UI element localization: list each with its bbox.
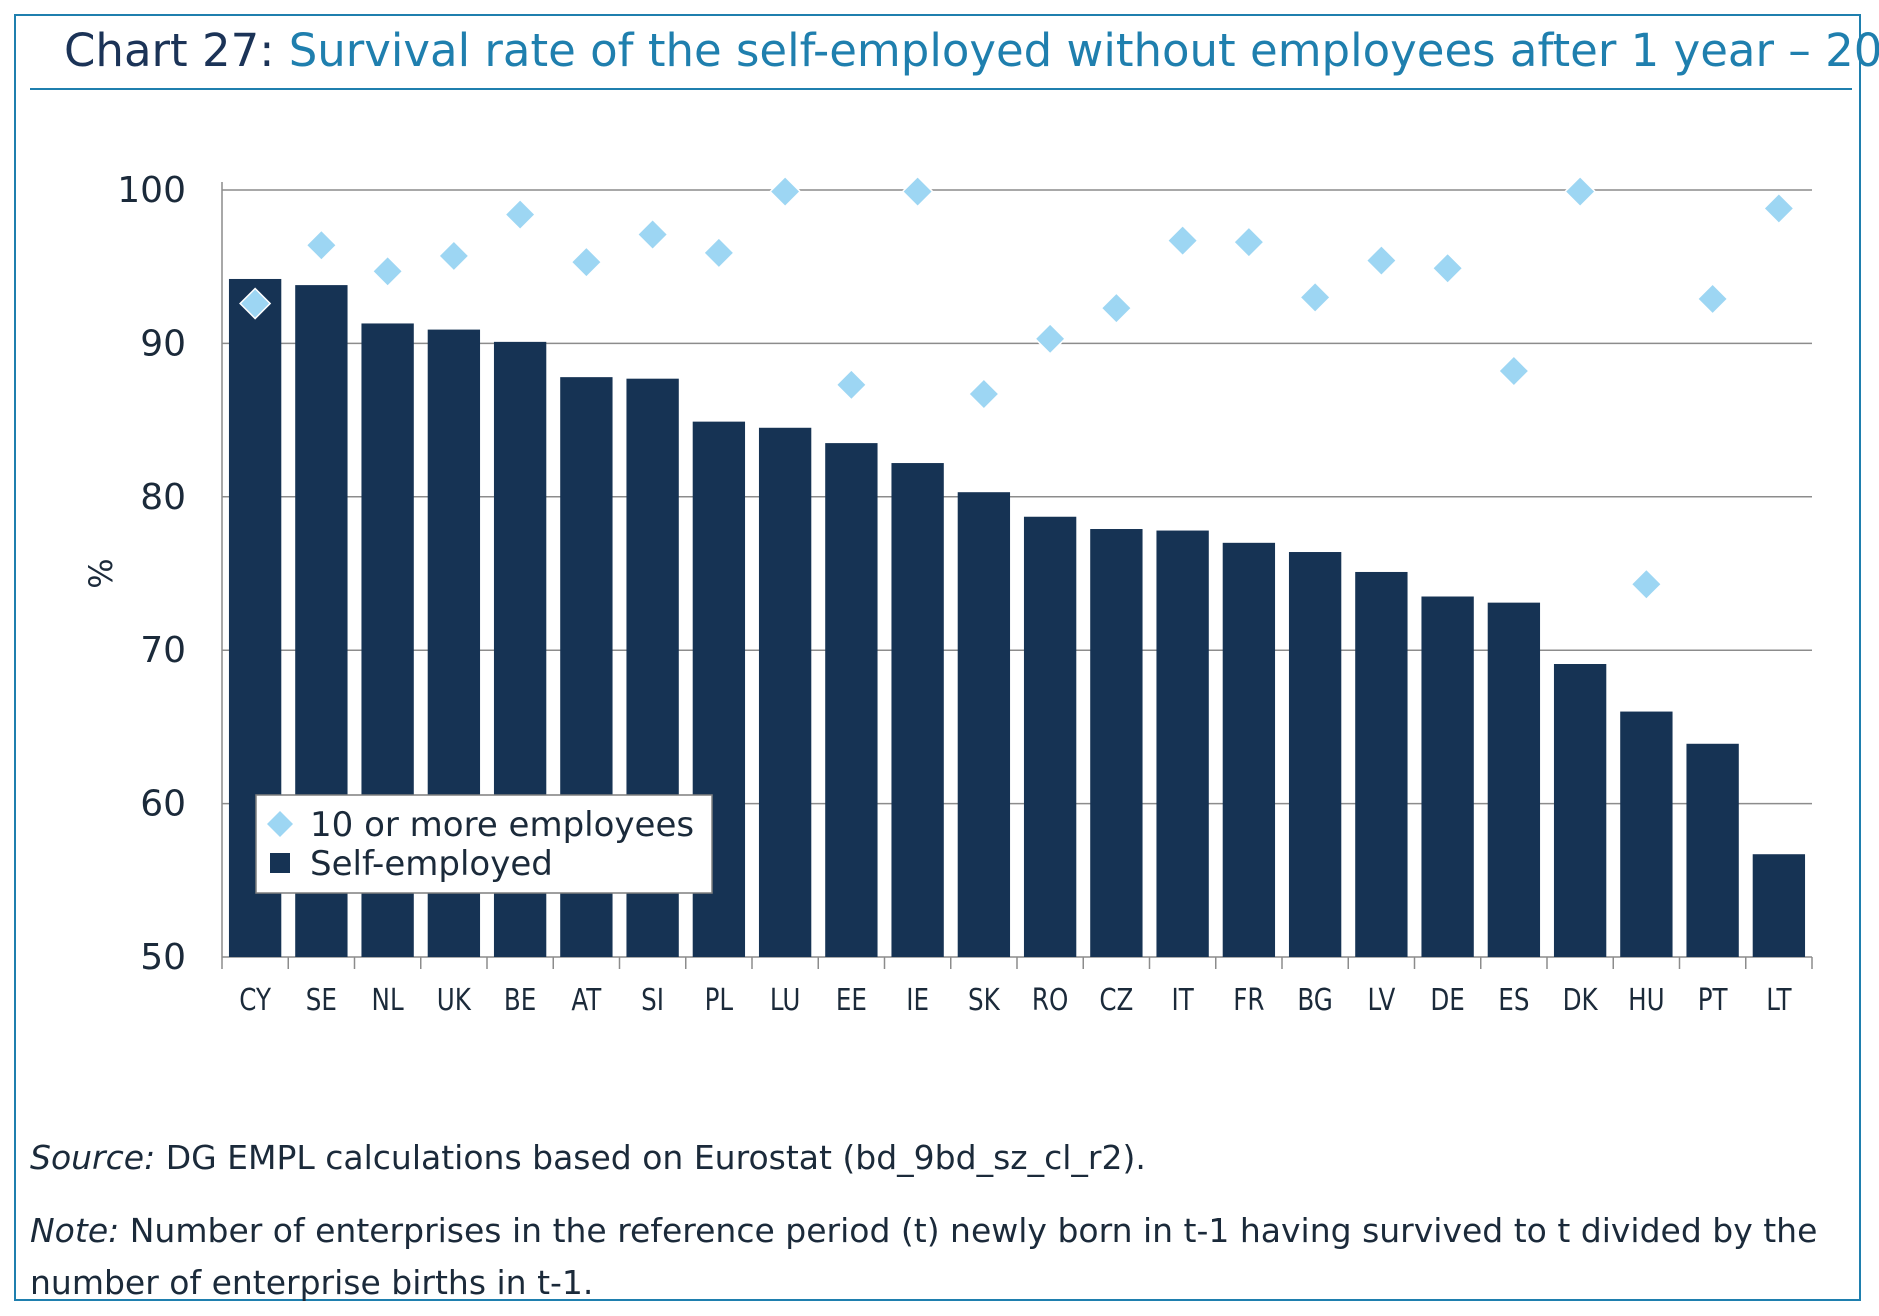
diamond-be [504,198,537,231]
x-tick-label: RO [1032,984,1068,1018]
bar-fr [1222,542,1276,957]
y-tick-label: 50 [140,937,186,978]
legend-box [255,794,713,894]
diamond-at [570,246,603,279]
source-text: DG EMPL calculations based on Eurostat (… [165,1138,1146,1177]
diamond-ee [835,368,868,401]
bar-pt [1686,743,1739,957]
bar-sk [957,492,1011,957]
source-label: Source: [30,1138,156,1177]
x-tick-label: SI [641,984,664,1018]
chart-title: Chart 27: Survival rate of the self-empl… [64,24,1879,77]
diamond-cy [239,287,272,320]
diamond-cz [1100,292,1133,325]
bar-cz [1090,529,1143,957]
y-tick-label: 90 [140,323,186,364]
bar-bg [1288,552,1342,957]
x-tick-label: HU [1628,984,1664,1018]
legend-square-marker [270,853,290,873]
x-tick-label: NL [372,984,405,1018]
x-tick-label: LT [1766,984,1792,1018]
y-tick-label: 60 [140,784,186,825]
x-tick-label: AT [571,984,601,1018]
diamond-ie [901,175,934,208]
chart-title-text: Survival rate of the self-employed witho… [288,24,1879,77]
x-tick-label: IT [1171,984,1193,1018]
diamond-uk [437,239,470,273]
x-tick-label: IE [906,984,929,1018]
bar-dk [1553,664,1607,957]
y-axis-label: % [82,558,120,588]
note-label: Note: [30,1211,120,1250]
diamond-ro [1034,322,1067,355]
x-tick-label: CY [239,984,271,1018]
x-tick-label: SK [968,984,1001,1018]
bar-chart: 50 60 70 80 90 100% CY SE NL UK BE AT SI PL LU EE IE SK RO… [82,170,1813,1018]
diamond-lu [769,175,802,208]
x-tick-label: EE [836,984,867,1018]
diamond-se [305,229,338,262]
chart-frame [14,14,1861,1301]
diamond-pt [1696,282,1729,315]
bar-de [1421,596,1474,957]
source-note: Source: DG EMPL calculations based on Eu… [30,1132,1146,1184]
legend-diamond-marker [267,811,293,837]
bar-it [1156,530,1209,957]
x-tick-label: DK [1563,984,1599,1018]
bar-ie [891,463,944,957]
x-tick-label: SE [306,984,337,1018]
diamond-it [1166,224,1199,257]
bar-lv [1355,571,1408,957]
bar-lu [758,427,812,957]
bar-hu [1620,711,1673,957]
chart-title-label: Chart 27: [64,24,275,77]
diamond-de [1431,252,1464,285]
diamond-pl [702,236,735,269]
diamond-lt [1762,192,1795,225]
note-text: Number of enterprises in the reference p… [30,1211,1818,1302]
x-tick-label: LV [1367,984,1395,1018]
x-tick-label: CZ [1099,984,1133,1018]
x-tick-label: BG [1297,984,1333,1018]
x-tick-label: DE [1430,984,1464,1018]
x-tick-label: PT [1698,984,1728,1018]
bar-ro [1023,516,1077,957]
x-tick-label: LU [770,984,800,1018]
bar-ee [825,443,878,957]
diamond-si [636,218,669,251]
diamond-bg [1299,281,1332,314]
y-tick-label: 70 [140,630,186,671]
x-tick-label: UK [437,984,472,1018]
diamond-es [1497,354,1530,388]
diamond-hu [1630,568,1663,601]
x-tick-label: BE [504,984,536,1018]
x-tick-label: FR [1233,984,1264,1018]
diamond-nl [371,255,404,288]
x-tick-label: ES [1498,984,1529,1018]
y-tick-label: 80 [140,477,186,518]
legend-label-self-employed: Self-employed [310,844,553,884]
footnote: Note: Number of enterprises in the refer… [30,1205,1820,1309]
diamond-lv [1365,244,1398,277]
x-tick-label: PL [705,984,734,1018]
y-tick-label: 100 [117,170,186,211]
diamond-dk [1564,175,1597,208]
bar-lt [1752,854,1806,957]
title-divider [30,88,1852,90]
diamond-fr [1232,226,1265,259]
diamond-sk [967,377,1000,411]
bar-es [1487,602,1541,957]
legend-label-10-or-more: 10 or more employees [310,805,694,845]
